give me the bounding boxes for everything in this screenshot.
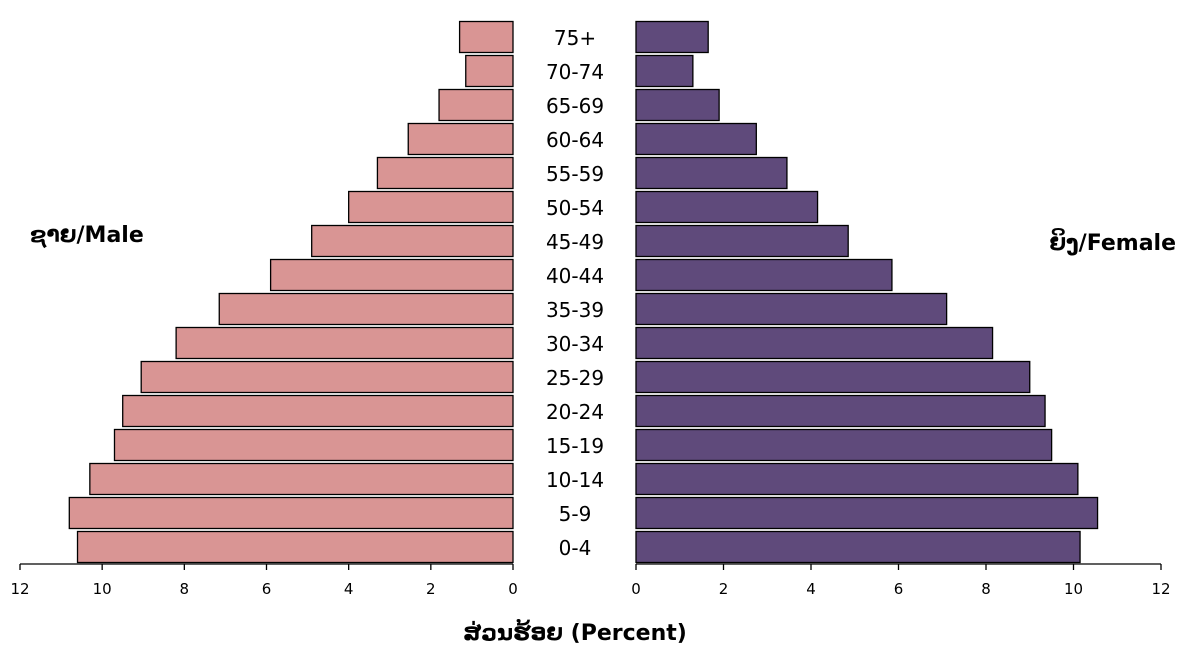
female-bar-50-54 bbox=[635, 190, 819, 224]
female-bar-10-14 bbox=[635, 462, 1079, 496]
male-tick-label-12: 12 bbox=[10, 580, 29, 598]
male-bars bbox=[68, 20, 514, 564]
female-tick-label-10: 10 bbox=[1064, 580, 1083, 598]
male-bar-60-64 bbox=[407, 122, 514, 156]
female-bar-20-24 bbox=[635, 394, 1046, 428]
age-label-0-4: 0-4 bbox=[559, 536, 592, 560]
x-axis-title: ສ່ວນຮ້ອຍ (Percent) bbox=[463, 619, 687, 646]
female-series-label: ຍິງ/Female bbox=[1049, 229, 1176, 256]
female-bar-75+ bbox=[635, 20, 709, 54]
male-bar-40-44 bbox=[269, 258, 514, 292]
male-bar-15-19 bbox=[113, 428, 514, 462]
age-label-5-9: 5-9 bbox=[559, 502, 592, 526]
female-bar-70-74 bbox=[635, 54, 694, 88]
female-bar-45-49 bbox=[635, 224, 849, 258]
age-label-10-14: 10-14 bbox=[546, 468, 604, 492]
age-label-40-44: 40-44 bbox=[546, 264, 604, 288]
male-bar-55-59 bbox=[376, 156, 514, 190]
female-bar-60-64 bbox=[635, 122, 757, 156]
age-label-55-59: 55-59 bbox=[546, 162, 604, 186]
female-tick-label-8: 8 bbox=[981, 580, 991, 598]
male-tick-label-0: 0 bbox=[508, 580, 518, 598]
male-bar-25-29 bbox=[140, 360, 514, 394]
age-group-labels: 0-4 5-9 10-14 15-19 20-24 25-29 30-34 35-39 40-4… bbox=[546, 26, 604, 560]
female-tick-label-4: 4 bbox=[806, 580, 816, 598]
female-bar-65-69 bbox=[635, 88, 720, 122]
male-bar-0-4 bbox=[76, 530, 514, 564]
female-tick-label-12: 12 bbox=[1151, 580, 1170, 598]
female-bars bbox=[635, 20, 1099, 564]
male-bar-20-24 bbox=[122, 394, 514, 428]
male-bar-35-39 bbox=[218, 292, 514, 326]
female-bar-5-9 bbox=[635, 496, 1099, 530]
female-bar-35-39 bbox=[635, 292, 948, 326]
male-tick-label-6: 6 bbox=[262, 580, 272, 598]
male-bar-65-69 bbox=[438, 88, 514, 122]
female-bar-40-44 bbox=[635, 258, 893, 292]
age-label-50-54: 50-54 bbox=[546, 196, 604, 220]
age-label-45-49: 45-49 bbox=[546, 230, 604, 254]
female-x-axis: 0 2 4 6 8 10 12 bbox=[631, 563, 1171, 598]
female-tick-label-0: 0 bbox=[631, 580, 641, 598]
age-label-60-64: 60-64 bbox=[546, 128, 604, 152]
age-label-30-34: 30-34 bbox=[546, 332, 604, 356]
female-bar-0-4 bbox=[635, 530, 1081, 564]
male-tick-label-8: 8 bbox=[180, 580, 190, 598]
male-x-axis: 0 2 4 6 8 10 12 bbox=[10, 563, 518, 598]
male-bar-5-9 bbox=[68, 496, 514, 530]
male-bar-75+ bbox=[458, 20, 514, 54]
female-bar-25-29 bbox=[635, 360, 1031, 394]
male-bar-70-74 bbox=[465, 54, 514, 88]
male-bar-50-54 bbox=[348, 190, 514, 224]
female-bar-30-34 bbox=[635, 326, 994, 360]
male-series-label: ຊາຍ/Male bbox=[30, 223, 144, 248]
age-label-75+: 75+ bbox=[554, 26, 596, 50]
male-tick-label-10: 10 bbox=[93, 580, 112, 598]
age-label-25-29: 25-29 bbox=[546, 366, 604, 390]
male-bar-45-49 bbox=[311, 224, 514, 258]
female-tick-label-6: 6 bbox=[894, 580, 904, 598]
age-label-15-19: 15-19 bbox=[546, 434, 604, 458]
female-bar-55-59 bbox=[635, 156, 788, 190]
age-label-70-74: 70-74 bbox=[546, 60, 604, 84]
male-tick-label-4: 4 bbox=[344, 580, 354, 598]
age-label-65-69: 65-69 bbox=[546, 94, 604, 118]
male-bar-30-34 bbox=[175, 326, 514, 360]
age-label-20-24: 20-24 bbox=[546, 400, 604, 424]
male-bar-10-14 bbox=[89, 462, 514, 496]
age-label-35-39: 35-39 bbox=[546, 298, 604, 322]
female-tick-label-2: 2 bbox=[719, 580, 729, 598]
female-bar-15-19 bbox=[635, 428, 1053, 462]
male-tick-label-2: 2 bbox=[426, 580, 436, 598]
